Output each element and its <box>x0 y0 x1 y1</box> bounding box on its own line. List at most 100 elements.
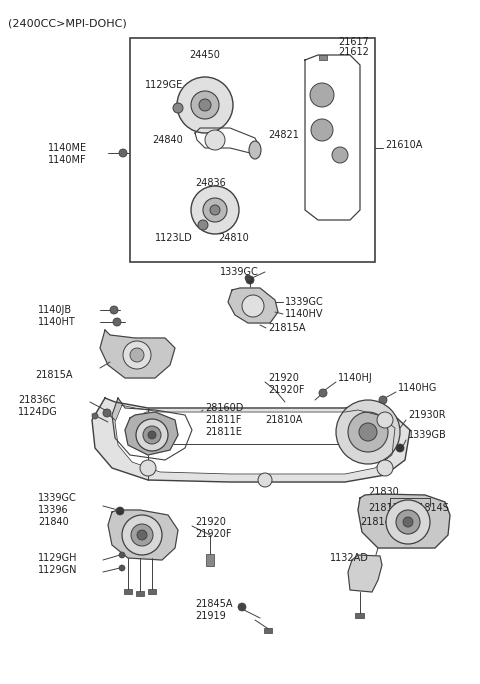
Circle shape <box>136 419 168 451</box>
Text: 21836C: 21836C <box>18 395 56 405</box>
Circle shape <box>137 530 147 540</box>
Circle shape <box>238 603 246 611</box>
Circle shape <box>359 423 377 441</box>
Text: 21617: 21617 <box>338 37 369 47</box>
Circle shape <box>377 460 393 476</box>
Circle shape <box>92 413 98 419</box>
Polygon shape <box>108 510 178 560</box>
Text: 21610A: 21610A <box>385 140 422 150</box>
Circle shape <box>245 275 251 281</box>
Text: 1140HG: 1140HG <box>398 383 437 393</box>
Text: 21811E: 21811E <box>205 427 242 437</box>
Text: 21815A: 21815A <box>268 323 305 333</box>
Polygon shape <box>125 412 178 455</box>
Text: 21612: 21612 <box>338 47 369 57</box>
Ellipse shape <box>249 141 261 159</box>
Circle shape <box>119 552 125 558</box>
Text: 21920: 21920 <box>195 517 226 527</box>
Circle shape <box>131 524 153 546</box>
Circle shape <box>205 130 225 150</box>
Bar <box>130 38 375 262</box>
Polygon shape <box>195 128 260 153</box>
Circle shape <box>332 147 348 163</box>
Text: 1124DG: 1124DG <box>18 407 58 417</box>
Text: 21814S: 21814S <box>412 503 449 513</box>
Text: 1339GC: 1339GC <box>285 297 324 307</box>
Text: 21813A: 21813A <box>368 503 406 513</box>
Text: 1129GH: 1129GH <box>38 553 77 563</box>
Circle shape <box>379 396 387 404</box>
Circle shape <box>311 119 333 141</box>
Circle shape <box>348 412 388 452</box>
Bar <box>319 55 327 60</box>
Circle shape <box>210 205 220 215</box>
Text: 24821: 24821 <box>268 130 299 140</box>
Text: 21920F: 21920F <box>195 529 231 539</box>
Text: 21811F: 21811F <box>205 415 241 425</box>
Circle shape <box>396 444 404 452</box>
Text: 21840: 21840 <box>38 517 69 527</box>
Circle shape <box>310 83 334 107</box>
Circle shape <box>258 473 272 487</box>
Circle shape <box>119 149 127 157</box>
Text: 1140ME: 1140ME <box>48 143 87 153</box>
Bar <box>124 589 132 594</box>
Circle shape <box>140 412 156 428</box>
Bar <box>264 628 272 633</box>
Text: 1129GN: 1129GN <box>38 565 77 575</box>
Circle shape <box>110 306 118 314</box>
Circle shape <box>191 186 239 234</box>
Circle shape <box>396 510 420 534</box>
Text: 21920F: 21920F <box>268 385 304 395</box>
Text: 1129GE: 1129GE <box>145 80 183 90</box>
Circle shape <box>140 460 156 476</box>
Circle shape <box>177 77 233 133</box>
Circle shape <box>377 412 393 428</box>
Circle shape <box>336 400 400 464</box>
Text: 21814S: 21814S <box>360 517 397 527</box>
Polygon shape <box>228 288 278 323</box>
Text: 24840: 24840 <box>152 135 183 145</box>
Text: 21930R: 21930R <box>408 410 445 420</box>
Text: 21920: 21920 <box>268 373 299 383</box>
Circle shape <box>119 565 125 571</box>
Text: 1140JB: 1140JB <box>38 305 72 315</box>
Text: 1140MF: 1140MF <box>48 155 86 165</box>
Text: 21815A: 21815A <box>35 370 72 380</box>
Bar <box>355 613 364 618</box>
Text: 1140HV: 1140HV <box>285 309 324 319</box>
Text: 21810A: 21810A <box>265 415 302 425</box>
Polygon shape <box>358 494 450 548</box>
Text: 1140HJ: 1140HJ <box>338 373 373 383</box>
Text: 28160D: 28160D <box>205 403 243 413</box>
Polygon shape <box>115 405 395 474</box>
Text: 1339GB: 1339GB <box>408 430 447 440</box>
Text: 13396: 13396 <box>38 505 69 515</box>
Bar <box>136 591 144 596</box>
Circle shape <box>242 295 264 317</box>
Circle shape <box>386 500 430 544</box>
Text: 24450: 24450 <box>190 50 220 60</box>
Text: 24836: 24836 <box>195 178 226 188</box>
Circle shape <box>116 507 124 515</box>
Polygon shape <box>112 398 192 460</box>
Text: 21919: 21919 <box>195 611 226 621</box>
Text: 1132AD: 1132AD <box>330 553 369 563</box>
Text: (2400CC>MPI-DOHC): (2400CC>MPI-DOHC) <box>8 18 127 28</box>
Circle shape <box>403 517 413 527</box>
Bar <box>148 589 156 594</box>
Circle shape <box>130 348 144 362</box>
Circle shape <box>122 515 162 555</box>
Circle shape <box>123 341 151 369</box>
Circle shape <box>203 198 227 222</box>
Text: 21845A: 21845A <box>195 599 232 609</box>
Polygon shape <box>348 555 382 592</box>
Circle shape <box>319 389 327 397</box>
Text: 1140HT: 1140HT <box>38 317 76 327</box>
Text: 21830: 21830 <box>368 487 399 497</box>
Text: 1123LD: 1123LD <box>155 233 193 243</box>
Polygon shape <box>305 55 360 220</box>
Circle shape <box>191 91 219 119</box>
Bar <box>206 554 214 566</box>
Text: 24810: 24810 <box>218 233 249 243</box>
